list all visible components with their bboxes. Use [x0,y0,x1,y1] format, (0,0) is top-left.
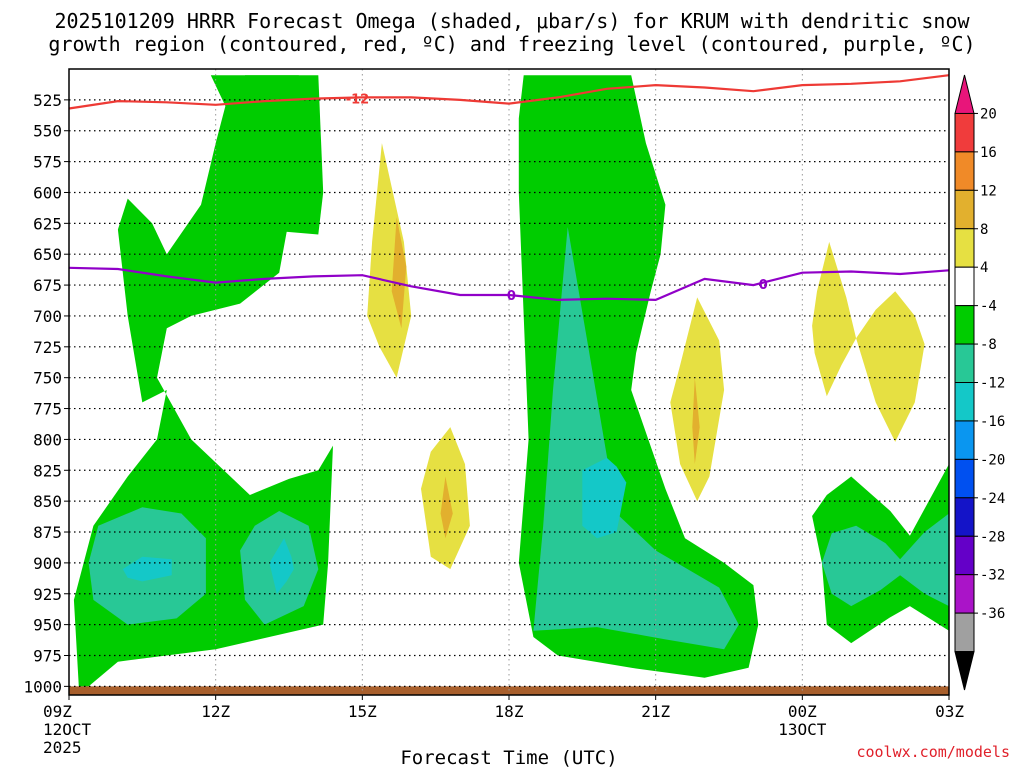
y-tick-label: 975 [33,646,62,665]
ground-surface [69,686,949,695]
colorbar-segment [954,343,975,383]
y-tick-label: 575 [33,153,62,172]
shade-orange-1 [391,217,407,329]
x-tick-label: 15Z [348,702,377,721]
y-tick-label: 600 [33,183,62,202]
colorbar-segment [954,651,975,691]
colorbar-segment [954,228,975,268]
colorbar-segment [954,458,975,499]
y-tick-label: 675 [33,276,62,295]
y-tick-label: 925 [33,585,62,604]
x-tick-label: 09Z [43,702,72,721]
shade-green-upper-bar [245,75,324,235]
colorbar-label: 12 [980,183,997,199]
colorbar-label: -32 [980,568,1005,584]
y-tick-label: 700 [33,307,62,326]
shade-yellow-3 [670,297,725,502]
shade-cyan-mid [269,538,294,594]
shade-yellow-5 [856,291,925,442]
grid-lines [69,69,949,695]
colorbar-label: 16 [980,145,997,161]
y-tick-label: 850 [33,492,62,511]
colorbar-segment [954,497,975,537]
colorbar-segment [954,420,975,460]
colorbar-label: -4 [980,299,997,315]
x-tick-label: 00Z [788,702,817,721]
contour-lines: -12 0 0 [68,74,950,304]
chart-title-line2: growth region (contoured, red, ºC) and f… [48,32,975,56]
shade-orange-2 [440,476,453,539]
shade-cyan-center [582,457,627,539]
colorbar-segment [954,112,975,153]
y-tick-label: 950 [33,616,62,635]
plot-area: -12 0 0 [68,68,950,696]
colorbar-segment [954,535,975,576]
x-tick-label: 18Z [495,702,524,721]
ground-band [69,686,949,695]
shade-yellow-4 [812,241,857,397]
contour-1 [68,266,950,302]
omega-shaded-fields [73,75,949,687]
shade-teal-right [821,513,949,607]
colorbar-label: 4 [980,260,988,276]
y-tick-label: 625 [33,214,62,233]
y-tick-label: 1000 [23,677,62,696]
y-tick-label: 900 [33,554,62,573]
x-axis-label: Forecast Time (UTC) [400,747,617,768]
y-tick-label: 875 [33,523,62,542]
y-tick-label: 750 [33,369,62,388]
credit-text: coolwx.com/models [856,743,1010,761]
x-tick-label: 12Z [201,702,230,721]
contour-0 [68,74,950,110]
colorbar-segment [954,574,975,614]
colorbar-label: -24 [980,491,1005,507]
colorbar-label: -28 [980,529,1005,545]
colorbar-segment [954,382,975,422]
contour-label: 0 [507,289,516,304]
colorbar-segment [954,151,975,191]
x-tick-year: 2025 [43,738,82,757]
x-tick-label: 03Z [935,702,964,721]
colorbar-label: -12 [980,376,1005,392]
y-tick-label: 525 [33,91,62,110]
chart-title-line1: 2025101209 HRRR Forecast Omega (shaded, … [54,9,970,33]
y-tick-label: 725 [33,338,62,357]
y-tick-label: 550 [33,122,62,141]
x-tick-date: 13OCT [778,720,827,739]
colorbar-segment [954,266,975,307]
y-tick-label: 800 [33,430,62,449]
colorbar-segment [954,74,975,114]
y-axis-ticks: 525 550 575 600 625 650 675 700 725 750 775 800 825 8… [23,91,69,696]
colorbar-label: 20 [980,106,997,122]
colorbar-label: -20 [980,452,1005,468]
colorbar-segment [954,612,975,653]
colorbar-label: -8 [980,337,997,353]
colorbar-segment [954,305,975,345]
colorbar-label: -36 [980,606,1005,622]
colorbar: 20 16 12 8 4 -4 -8 -12 -16 -20 -24 -28 -32 -36 [954,74,1005,691]
x-tick-date: 12OCT [43,720,92,739]
contour-label: 0 [759,278,768,293]
colorbar-label: 8 [980,222,988,238]
contour-label: -12 [346,93,370,108]
x-tick-label: 21Z [641,702,670,721]
y-tick-label: 775 [33,400,62,419]
colorbar-segment [954,189,975,230]
y-tick-label: 825 [33,461,62,480]
shade-orange-3 [692,377,700,465]
shade-teal-center [533,227,739,650]
colorbar-label: -16 [980,414,1005,430]
y-tick-label: 650 [33,245,62,264]
